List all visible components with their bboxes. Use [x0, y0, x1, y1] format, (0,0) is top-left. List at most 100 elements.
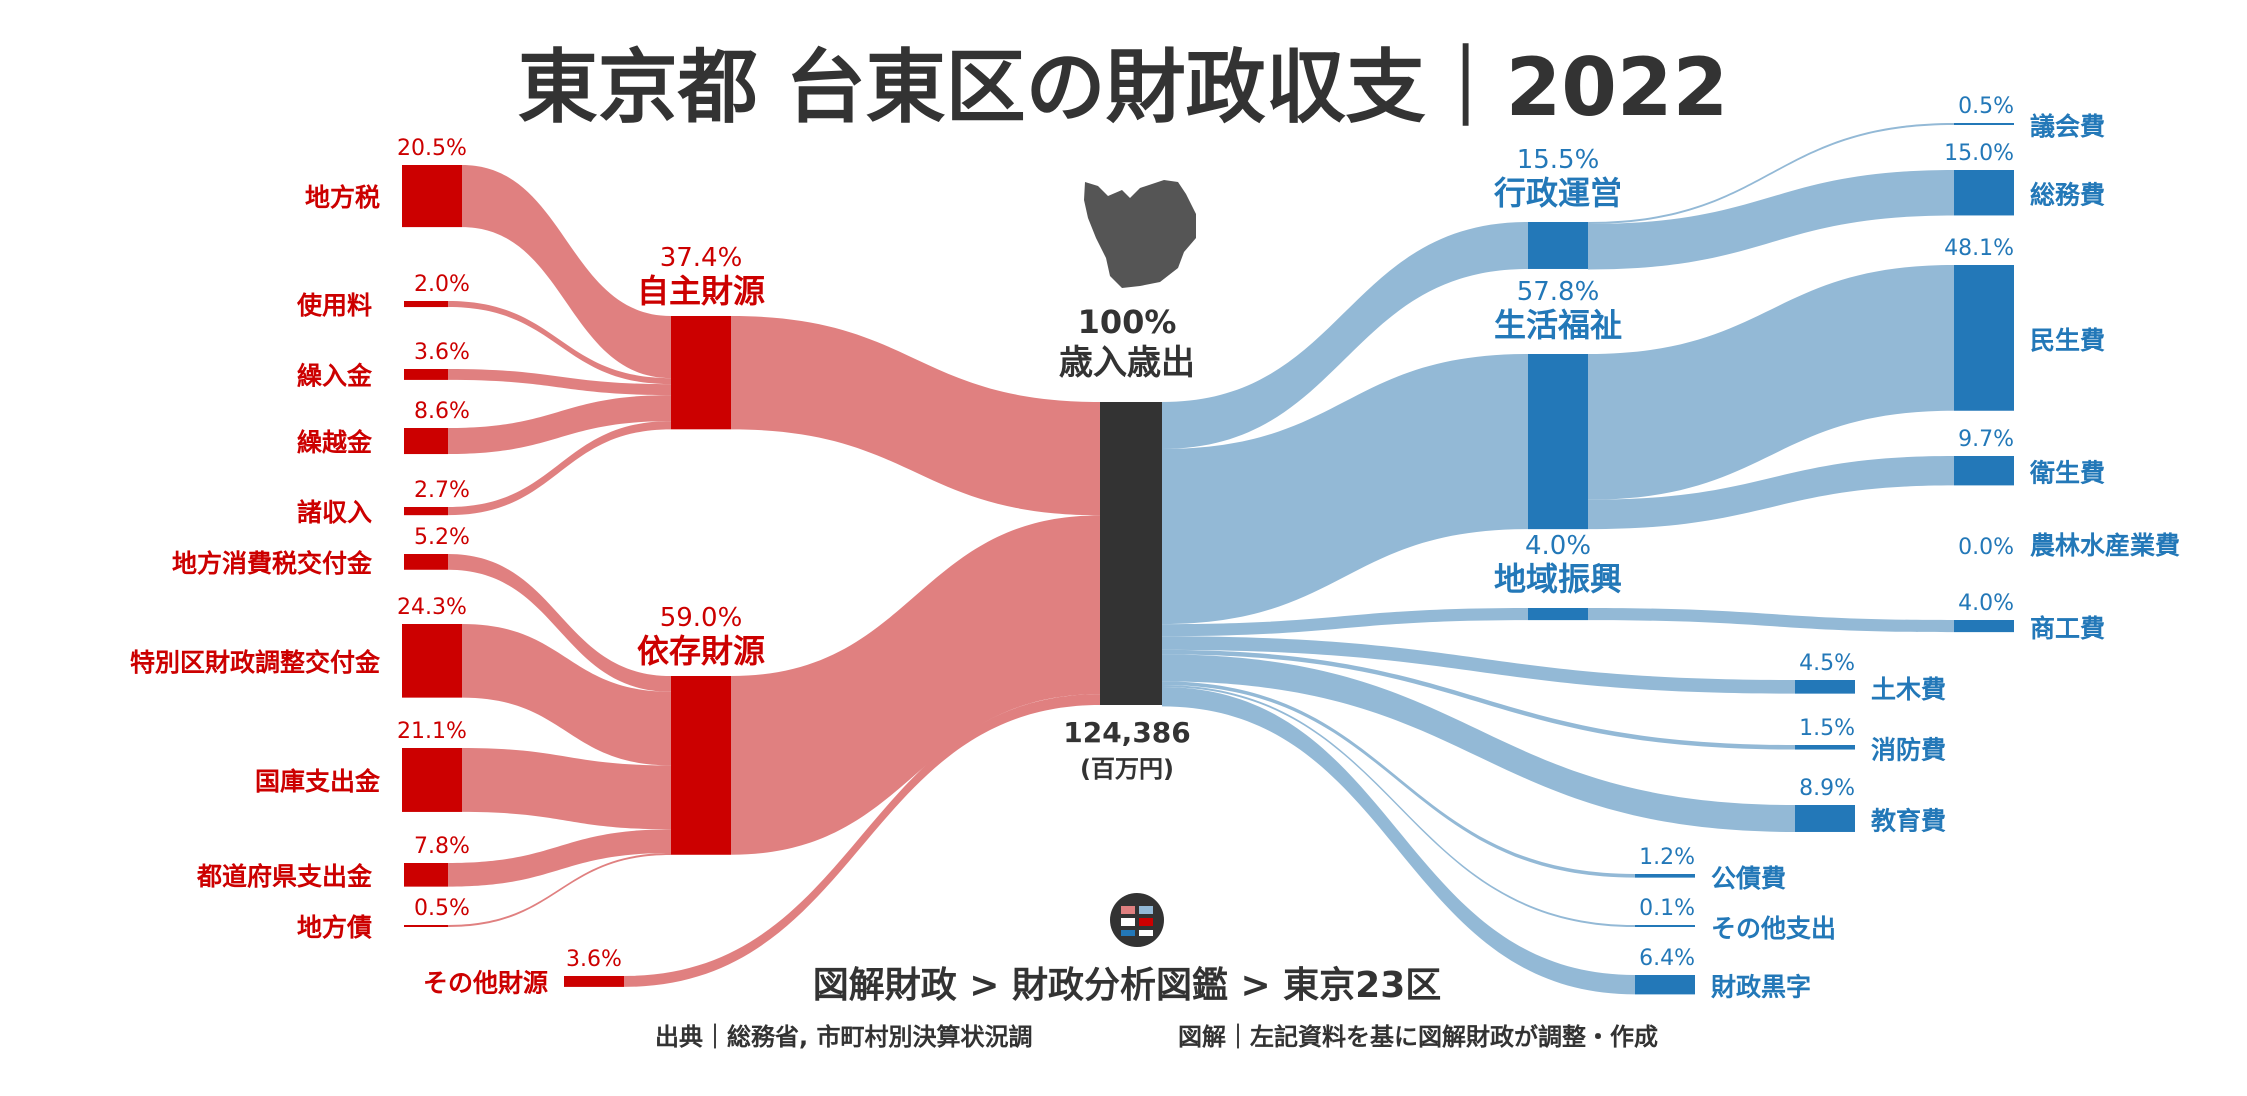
bar-fire-defense [1795, 745, 1855, 750]
node-dependent-revenue [671, 676, 731, 855]
label-usage-fees: 使用料 [296, 291, 372, 320]
flow-special-ward-adjustment-grant [462, 624, 671, 766]
flow-carryover [448, 395, 671, 455]
pct-sanitation: 9.7% [1958, 427, 2014, 452]
pct-misc-revenue: 2.7% [414, 478, 470, 503]
bar-assembly-cost [1954, 123, 2014, 125]
flow-fire-defense [1162, 649, 1795, 750]
bar-usage-fees [404, 301, 448, 308]
flow-administration [1162, 222, 1528, 449]
flow-welfare [1162, 354, 1528, 625]
bar-special-ward-adjustment-grant [402, 624, 462, 698]
bar-education [1795, 805, 1855, 832]
pct-local-tax: 20.5% [397, 136, 467, 161]
pct-agriculture: 0.0% [1958, 535, 2014, 560]
bar-national-subsidy [402, 748, 462, 812]
label-fire-defense: 消防費 [1871, 735, 1946, 764]
pct-assembly-cost: 0.5% [1958, 94, 2014, 119]
flow-surplus [1162, 687, 1635, 995]
bar-general-affairs [1954, 170, 2014, 216]
flow-usage-fees [448, 301, 671, 385]
flow-social-welfare [1588, 265, 1954, 500]
footer-source: 出典｜総務省, 市町村別決算状況調 [655, 1023, 1032, 1051]
flow-sanitation [1588, 456, 1954, 530]
bar-other-expenditure [1635, 925, 1695, 927]
pct-general-affairs: 15.0% [1944, 141, 2014, 166]
flow-misc-revenue [448, 421, 671, 516]
bar-misc-revenue [404, 507, 448, 516]
bar-prefectural-subsidy [404, 863, 448, 887]
label-misc-revenue: 諸収入 [297, 498, 372, 527]
pct-own-revenue: 37.4% [660, 243, 743, 273]
flow-transfers-in [448, 369, 671, 396]
label-transfers-in: 繰入金 [297, 361, 373, 390]
pct-carryover: 8.6% [414, 399, 470, 424]
node-regional-development [1528, 608, 1588, 621]
label-surplus: 財政黒字 [1711, 973, 1811, 1002]
flow-other-revenue [624, 694, 1100, 987]
pct-usage-fees: 2.0% [414, 272, 470, 297]
label-carryover: 繰越金 [297, 428, 373, 457]
label-agriculture: 農林水産業費 [2030, 531, 2180, 560]
bar-carryover [404, 428, 448, 455]
label-own-revenue: 自主財源 [637, 272, 765, 310]
flow-own-revenue [731, 316, 1100, 516]
pct-civil-engineering: 4.5% [1799, 651, 1855, 676]
node-own-revenue [671, 316, 731, 430]
pct-debt-service: 1.2% [1639, 845, 1695, 870]
bar-social-welfare [1954, 265, 2014, 411]
center-pct: 100% [1078, 303, 1177, 341]
label-special-ward-adjustment-grant: 特別区財政調整交付金 [130, 648, 381, 677]
pct-dependent-revenue: 59.0% [660, 603, 743, 633]
pct-welfare: 57.8% [1517, 277, 1600, 307]
flow-other-expenditure [1162, 685, 1635, 927]
bar-civil-engineering [1795, 680, 1855, 694]
flows-layer [448, 123, 1954, 995]
node-total [1100, 402, 1162, 705]
label-dependent-revenue: 依存財源 [637, 632, 765, 670]
bar-commerce [1954, 620, 2014, 633]
taito-ward-map-icon [1084, 180, 1196, 288]
node-administration [1528, 222, 1588, 269]
label-other-expenditure: その他支出 [1711, 914, 1836, 943]
bar-local-tax [402, 165, 462, 228]
flow-local-tax [462, 165, 671, 379]
flow-prefectural-subsidy [448, 829, 671, 887]
center-unit: (百万円) [1080, 755, 1174, 783]
labels-layer: 地方税 20.5% 使用料 2.0% 繰入金 3.6% 繰越金 8.6% 諸収入 2.7% 37.4… [130, 94, 2180, 1002]
bar-debt-service [1635, 874, 1695, 878]
center-label: 歳入歳出 [1059, 343, 1195, 383]
flow-consumption-tax-grant [448, 554, 671, 692]
label-sanitation: 衛生費 [2029, 459, 2105, 488]
pct-local-bonds: 0.5% [414, 896, 470, 921]
label-civil-engineering: 土木費 [1871, 675, 1946, 704]
bar-local-bonds [404, 925, 448, 927]
flow-civil-engineering [1162, 636, 1795, 694]
flow-education [1162, 654, 1795, 832]
pct-fire-defense: 1.5% [1799, 716, 1855, 741]
label-administration: 行政運営 [1494, 174, 1622, 212]
flow-debt-service [1162, 681, 1635, 878]
label-debt-service: 公債費 [1711, 864, 1786, 893]
chart-title: 東京都 台東区の財政収支｜2022 [518, 41, 1729, 134]
label-consumption-tax-grant: 地方消費税交付金 [172, 549, 373, 578]
bar-sanitation [1954, 456, 2014, 486]
pct-consumption-tax-grant: 5.2% [414, 525, 470, 550]
pct-prefectural-subsidy: 7.8% [414, 834, 470, 859]
pct-education: 8.9% [1799, 776, 1855, 801]
pct-other-expenditure: 0.1% [1639, 896, 1695, 921]
bar-transfers-in [404, 369, 448, 380]
label-general-affairs: 総務費 [2030, 181, 2105, 210]
label-national-subsidy: 国庫支出金 [255, 767, 381, 796]
node-welfare [1528, 354, 1588, 530]
label-welfare: 生活福祉 [1494, 306, 1622, 344]
label-local-bonds: 地方債 [297, 913, 372, 942]
flow-regional-development [1162, 608, 1528, 637]
pct-national-subsidy: 21.1% [397, 719, 467, 744]
nodes-layer [402, 123, 2014, 995]
flow-general-affairs [1588, 170, 1954, 270]
label-social-welfare: 民生費 [2030, 326, 2105, 355]
flow-commerce [1588, 608, 1954, 633]
center-total: 124,386 [1063, 716, 1191, 749]
